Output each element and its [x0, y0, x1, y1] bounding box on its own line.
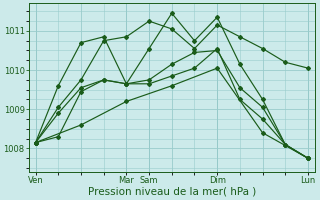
X-axis label: Pression niveau de la mer( hPa ): Pression niveau de la mer( hPa ): [88, 187, 256, 197]
